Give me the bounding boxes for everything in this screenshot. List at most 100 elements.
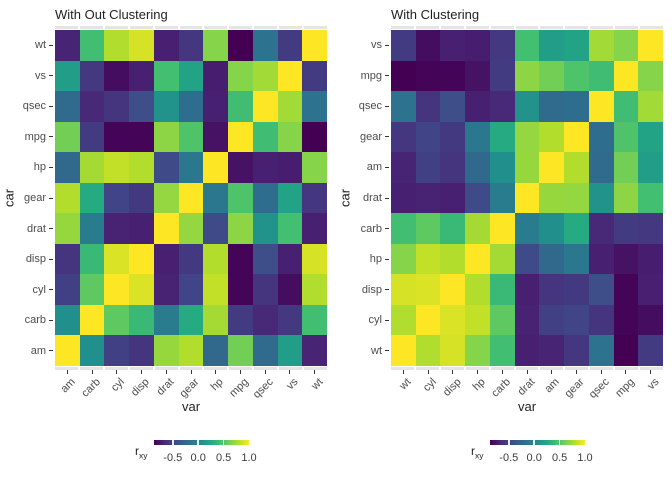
cell-disp-gear	[564, 274, 589, 305]
cell-carb-am	[55, 304, 80, 336]
panel-border-segment	[465, 367, 489, 370]
cell-cyl-am	[55, 274, 80, 305]
cell-wt-drat	[153, 30, 179, 61]
x-axis-title: var	[517, 399, 537, 414]
cell-carb-carb	[79, 304, 105, 336]
cell-gear-qsec	[252, 182, 278, 214]
cell-mpg-am	[55, 121, 80, 153]
cell-vs-mpg	[228, 60, 253, 92]
cell-cyl-wt	[391, 304, 416, 336]
panel-with-clustering: With Clustering car vs mpg qsec gear am drat c…	[336, 0, 672, 480]
cell-gear-drat	[514, 121, 540, 153]
cell-drat-vs	[638, 182, 663, 214]
cell-cyl-drat	[514, 304, 540, 336]
cell-mpg-am	[539, 60, 565, 92]
cell-am-mpg	[228, 335, 253, 366]
cell-mpg-cyl	[415, 60, 441, 92]
cell-am-disp	[440, 152, 466, 183]
cell-gear-mpg	[613, 121, 639, 153]
x-label-vs: vs	[284, 376, 301, 393]
cell-carb-gear	[564, 213, 589, 244]
x-label-qsec: qsec	[250, 376, 276, 401]
cell-wt-vs	[638, 335, 663, 366]
y-label-qsec: qsec	[358, 100, 382, 113]
cell-vs-mpg	[613, 30, 639, 61]
x-label-drat: drat	[515, 376, 538, 398]
cell-disp-am	[55, 243, 80, 275]
x-tick-mark	[215, 370, 217, 374]
cell-hp-wt	[302, 152, 327, 183]
cell-vs-hp	[203, 60, 229, 92]
x-tick-mark	[141, 370, 143, 374]
cell-vs-qsec	[588, 30, 614, 61]
cell-gear-carb	[79, 182, 105, 214]
cell-hp-disp	[440, 243, 466, 275]
legend-colorbar	[154, 440, 249, 445]
y-tick-mark	[385, 44, 389, 46]
panel-border-segment	[565, 367, 589, 370]
cell-mpg-mpg	[613, 60, 639, 92]
legend-tick-label: 0.0	[190, 452, 206, 464]
cell-drat-wt	[391, 182, 416, 214]
cell-disp-mpg	[613, 274, 639, 305]
cell-wt-carb	[79, 30, 105, 61]
cell-cyl-carb	[489, 304, 515, 336]
y-label-wt: wt	[35, 39, 46, 52]
cell-qsec-wt	[391, 91, 416, 122]
cell-disp-mpg	[228, 243, 253, 275]
cell-drat-disp	[440, 182, 466, 214]
cell-gear-vs	[277, 182, 303, 214]
cell-drat-cyl	[104, 213, 130, 244]
cell-vs-am	[55, 60, 80, 92]
cell-drat-qsec	[252, 213, 278, 244]
cell-vs-am	[539, 30, 565, 61]
panel-border-segment	[415, 367, 439, 370]
cell-wt-carb	[489, 335, 515, 366]
y-label-hp: hp	[33, 161, 46, 174]
cell-hp-carb	[489, 243, 515, 275]
x-tick-mark	[66, 370, 68, 374]
cell-qsec-am	[539, 91, 565, 122]
y-label-vs: vs	[371, 39, 382, 52]
cell-carb-wt	[302, 304, 327, 336]
cell-vs-gear	[178, 60, 204, 92]
cell-gear-cyl	[415, 121, 441, 153]
cell-qsec-mpg	[228, 91, 253, 122]
panel-border-segment	[254, 26, 278, 29]
x-tick-mark	[264, 370, 266, 374]
cell-carb-cyl	[415, 213, 441, 244]
cell-am-vs	[277, 335, 303, 366]
legend-tick-mark	[197, 440, 199, 445]
panel-border-segment	[615, 26, 639, 29]
cell-cyl-carb	[79, 274, 105, 305]
y-label-vs: vs	[35, 69, 46, 82]
y-tick-mark	[49, 319, 53, 321]
cell-cyl-mpg	[228, 274, 253, 305]
cell-am-drat	[153, 335, 179, 366]
cell-carb-disp	[440, 213, 466, 244]
cell-gear-gear	[178, 182, 204, 214]
cell-vs-cyl	[415, 30, 441, 61]
y-label-wt: wt	[371, 344, 382, 357]
cell-wt-gear	[178, 30, 204, 61]
cell-mpg-mpg	[228, 121, 253, 153]
cell-wt-hp	[465, 335, 490, 366]
legend-tick-mark	[508, 440, 510, 445]
panel-border-segment	[79, 26, 103, 29]
y-tick-mark	[385, 319, 389, 321]
x-label-cyl: cyl	[109, 376, 128, 394]
cell-drat-qsec	[588, 182, 614, 214]
y-tick-mark	[49, 228, 53, 230]
cell-am-vs	[638, 152, 663, 183]
cell-hp-vs	[638, 243, 663, 275]
cell-carb-wt	[391, 213, 416, 244]
cell-am-qsec	[588, 152, 614, 183]
cell-disp-carb	[79, 243, 105, 275]
cell-carb-mpg	[613, 213, 639, 244]
cell-am-cyl	[415, 152, 441, 183]
cell-carb-vs	[277, 304, 303, 336]
cell-carb-am	[539, 213, 565, 244]
cell-disp-cyl	[415, 274, 441, 305]
cell-drat-am	[539, 182, 565, 214]
